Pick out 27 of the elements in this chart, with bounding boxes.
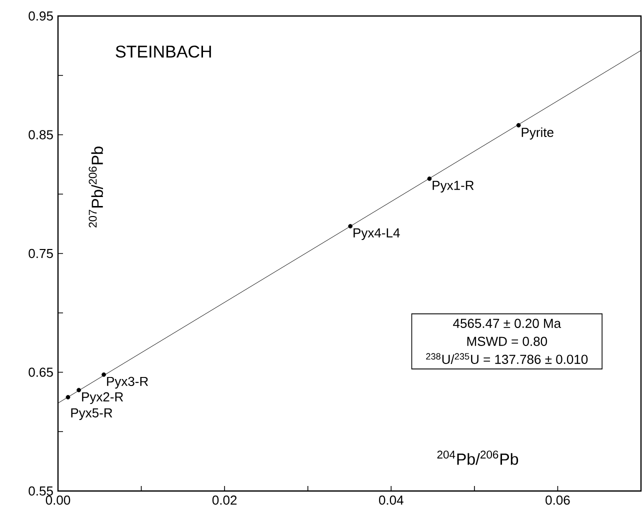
point bbox=[348, 224, 353, 228]
annotation: Pyrite bbox=[522, 127, 554, 140]
annotation: Pyx2-R bbox=[82, 392, 124, 404]
point bbox=[516, 123, 521, 128]
point bbox=[66, 394, 70, 400]
annotation: Pyx5-R bbox=[71, 408, 112, 420]
y-tick-label: 0.95 bbox=[28, 11, 53, 21]
y-tick-label: 0.55 bbox=[28, 486, 53, 496]
x-tick-label: 0.04 bbox=[379, 496, 404, 505]
point bbox=[102, 372, 106, 377]
annotation: MSWD = 0.80 bbox=[467, 336, 548, 346]
annotation: Pyx1-R bbox=[432, 180, 474, 193]
annotation: 4565.47 ± 0.20 Ma bbox=[453, 318, 562, 328]
point bbox=[427, 176, 432, 181]
x-tick-label: 0.00 bbox=[46, 496, 70, 505]
annotation: $^{238}$U/$^{235}$U = 137.786 ± 0.010 bbox=[426, 353, 588, 364]
y-tick-label: 0.85 bbox=[28, 130, 53, 140]
annotation: Pyx4-L4 bbox=[354, 228, 400, 240]
y-axis-title: $^{207}$Pb/$^{206}$Pb bbox=[88, 146, 104, 228]
y-tick-label: 0.65 bbox=[28, 368, 53, 377]
x-axis-title: $^{204}$Pb/$^{206}$Pb bbox=[437, 450, 518, 465]
x-tick-label: 0.06 bbox=[546, 496, 570, 505]
text: STEINBACH bbox=[116, 46, 211, 58]
annotation: Pyx3-R bbox=[107, 376, 148, 389]
y-tick-label: 0.75 bbox=[28, 248, 53, 258]
x-tick-label: 0.02 bbox=[212, 496, 237, 505]
point bbox=[76, 388, 82, 392]
